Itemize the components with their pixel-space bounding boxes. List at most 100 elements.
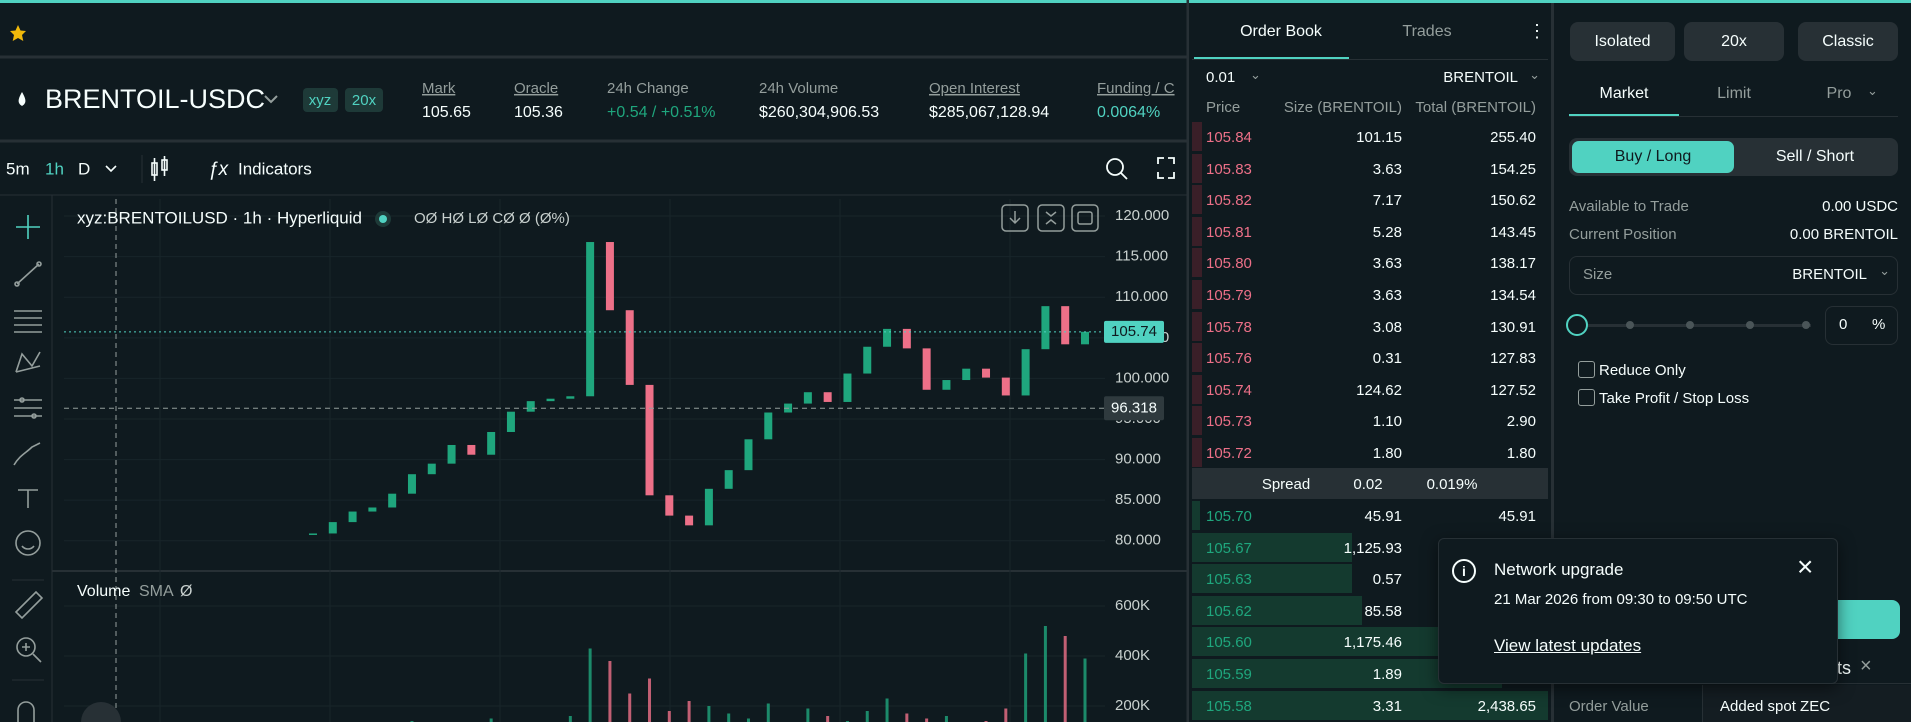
screenshot-icon[interactable]	[1106, 158, 1128, 180]
total: 2.90	[1506, 413, 1536, 431]
candle	[487, 431, 496, 455]
pane-buttons[interactable]	[1001, 204, 1099, 232]
order-row: 105.81 5.28 143.45	[1192, 216, 1548, 247]
tick-size[interactable]: 0.01	[1206, 69, 1236, 86]
interval[interactable]: 5m	[6, 159, 30, 178]
candle	[625, 310, 634, 385]
column-header: Price	[1206, 99, 1241, 116]
margin-mode[interactable]: Isolated	[1570, 22, 1675, 61]
price: 105.67	[1206, 539, 1252, 557]
order-tab[interactable]: Limit	[1717, 85, 1751, 102]
crosshair-tag	[1104, 396, 1164, 421]
chevron[interactable]: ⌄	[1250, 67, 1261, 82]
candle-type-icon[interactable]	[151, 156, 168, 181]
chevron[interactable]: ⌄	[1879, 263, 1890, 278]
notification-close[interactable]: ×	[1797, 551, 1814, 582]
volume-bar	[944, 716, 948, 722]
volume-bar	[489, 718, 493, 722]
candle	[586, 242, 595, 397]
order-row: 105.58 3.31 2,438.65	[1192, 690, 1548, 721]
size-input[interactable]	[1569, 256, 1898, 295]
y-tick-label: 80.000	[1115, 532, 1161, 549]
candle	[467, 444, 476, 455]
fullscreen-icon[interactable]	[1157, 157, 1175, 179]
candle	[704, 488, 713, 526]
size: 0.31	[1372, 350, 1402, 368]
symbol[interactable]: BRENTOIL-USDC	[45, 84, 265, 114]
indicators-icon[interactable]: ƒx	[208, 159, 230, 180]
top-accent	[0, 0, 1911, 3]
candle	[982, 368, 991, 378]
order-row: 105.63 0.57	[1192, 563, 1548, 594]
account-mode[interactable]: Classic	[1798, 22, 1898, 61]
slider-handle[interactable]	[1566, 314, 1588, 336]
place-order-button[interactable]	[1828, 600, 1900, 639]
volume-bar	[687, 701, 691, 722]
total: 154.25	[1490, 160, 1536, 178]
order-row: 105.84 101.15 255.40	[1192, 121, 1548, 152]
size: 0.57	[1372, 571, 1402, 589]
candle	[605, 242, 614, 311]
volume-bar	[648, 678, 652, 722]
checkbox[interactable]	[1578, 361, 1595, 378]
buy-button[interactable]: Buy / Long	[1572, 141, 1734, 173]
stat-label: Funding / C	[1097, 80, 1175, 97]
toast-close[interactable]: ×	[1860, 655, 1872, 677]
order-tab[interactable]: Pro	[1826, 85, 1852, 102]
interval[interactable]: 1h	[45, 159, 64, 178]
menu[interactable]: ⋮	[1528, 21, 1546, 41]
volume-tick-label: 400K	[1115, 647, 1150, 664]
size-unit[interactable]: BRENTOIL	[1443, 69, 1518, 86]
panel-bg	[0, 3, 1189, 722]
order-row: 105.74 124.62 127.52	[1192, 374, 1548, 405]
order-tab[interactable]: Market	[1599, 85, 1649, 102]
y-tick-label: 115.000	[1115, 248, 1168, 265]
chevron[interactable]	[264, 95, 278, 104]
size: 1.10	[1372, 413, 1402, 431]
sell-button[interactable]: Sell / Short	[1775, 148, 1855, 165]
checkbox[interactable]	[1578, 389, 1595, 406]
order-row: 105.82 7.17 150.62	[1192, 184, 1548, 215]
tab-trades[interactable]: Trades	[1402, 23, 1452, 40]
volume-bar	[746, 718, 750, 722]
size: 101.15	[1356, 129, 1402, 146]
stat-label: 24h Change	[607, 80, 689, 97]
candle	[407, 474, 416, 494]
depth-bar	[1192, 311, 1202, 341]
order-row: 105.83 3.63 154.25	[1192, 153, 1548, 184]
checkbox-label[interactable]: Reduce Only	[1599, 362, 1686, 379]
percent-value[interactable]: 0	[1839, 316, 1848, 333]
volume-bar	[1083, 658, 1087, 722]
stat-label: Open Interest	[929, 80, 1021, 97]
y-tick-label: 120.000	[1115, 207, 1169, 224]
drawing-tools[interactable]	[13, 215, 44, 722]
leverage[interactable]: 20x	[1684, 22, 1784, 61]
order-row: 105.62 85.58	[1192, 595, 1548, 626]
percent-input[interactable]	[1825, 306, 1898, 345]
depth-bar	[1192, 564, 1352, 594]
slider-dot	[1802, 321, 1810, 329]
chevron[interactable]: ⌄	[1867, 83, 1878, 98]
tab-order-book[interactable]: Order Book	[1240, 23, 1322, 40]
candle	[1061, 306, 1070, 345]
indicators-button[interactable]: Indicators	[238, 159, 312, 178]
notification-link[interactable]: View latest updates	[1494, 636, 1642, 655]
spread-row: Spread 0.02 0.019%	[1192, 468, 1548, 499]
interval[interactable]: D	[78, 159, 90, 178]
candle	[1021, 349, 1030, 396]
notification-body: 21 Mar 2026 from 09:30 to 09:50 UTC	[1494, 591, 1748, 608]
size-unit[interactable]: BRENTOIL	[1792, 266, 1867, 283]
notification-title: Network upgrade	[1494, 560, 1624, 579]
price: 105.63	[1206, 571, 1252, 589]
price: 105.84	[1206, 129, 1252, 146]
favorite-star[interactable]	[10, 25, 26, 41]
price: 105.81	[1206, 223, 1252, 241]
y-tick-label: 100.000	[1115, 369, 1169, 386]
volume-bar	[885, 698, 889, 722]
size: 124.62	[1356, 381, 1402, 399]
chevron[interactable]: ⌄	[1529, 67, 1540, 82]
volume-bar	[1024, 653, 1028, 722]
checkbox-label[interactable]: Take Profit / Stop Loss	[1599, 390, 1750, 407]
chevron[interactable]	[105, 165, 117, 173]
price: 105.60	[1206, 634, 1252, 652]
